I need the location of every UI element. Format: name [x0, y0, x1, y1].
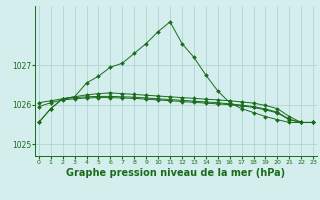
- X-axis label: Graphe pression niveau de la mer (hPa): Graphe pression niveau de la mer (hPa): [67, 168, 285, 178]
